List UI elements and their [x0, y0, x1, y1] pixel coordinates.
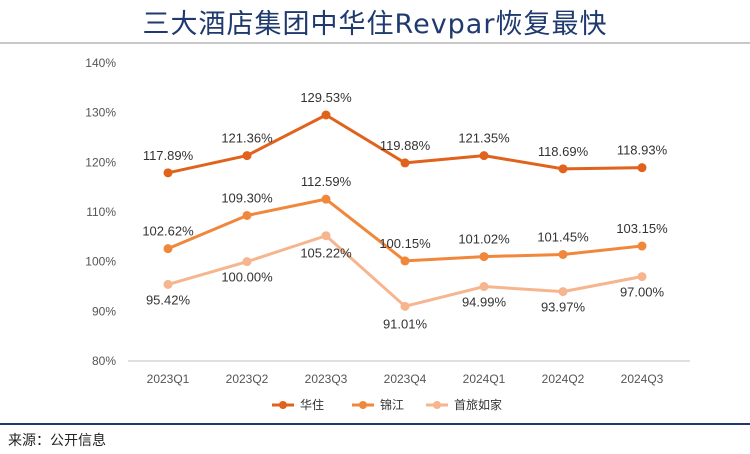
legend-marker — [359, 401, 367, 409]
series-layer — [163, 110, 647, 311]
data-label: 121.35% — [458, 131, 510, 146]
data-label: 112.59% — [301, 174, 352, 189]
data-point — [479, 252, 489, 262]
data-label: 100.15% — [379, 236, 431, 251]
data-label: 118.93% — [617, 143, 668, 158]
legend-label: 首旅如家 — [454, 397, 502, 412]
data-label: 118.69% — [538, 144, 589, 159]
footer-divider — [0, 423, 750, 425]
y-tick-label: 90% — [92, 304, 116, 318]
data-point — [558, 249, 568, 259]
data-label: 101.45% — [537, 229, 589, 244]
data-point — [400, 256, 410, 266]
data-point — [637, 163, 647, 173]
legend-marker — [279, 401, 287, 409]
y-axis: 80% 90% 100% 110% 120% 130% 140% — [85, 56, 116, 368]
data-label: 93.97% — [541, 300, 586, 315]
data-point — [400, 158, 410, 168]
data-label-layer: 117.89% 121.36% 129.53% 119.88% 121.35% 118.6… — [142, 90, 668, 331]
y-tick-label: 100% — [85, 255, 116, 269]
data-label: 95.42% — [146, 292, 191, 307]
data-point — [321, 231, 331, 241]
data-label: 101.02% — [458, 232, 510, 247]
data-label: 103.15% — [616, 221, 668, 236]
data-point — [242, 210, 252, 220]
data-label: 97.00% — [620, 285, 665, 300]
data-point — [558, 164, 568, 174]
data-label: 102.62% — [142, 224, 194, 239]
page-title: 三大酒店集团中华住Revpar恢复最快 — [142, 9, 608, 40]
data-label: 100.00% — [221, 270, 273, 285]
x-tick-label: 2023Q1 — [147, 372, 190, 386]
data-point — [321, 194, 331, 204]
data-label: 129.53% — [300, 90, 352, 105]
data-label: 121.36% — [221, 131, 273, 146]
y-tick-label: 110% — [86, 205, 116, 219]
legend-label: 华住 — [300, 398, 324, 412]
x-tick-label: 2024Q2 — [542, 372, 585, 386]
data-point — [400, 301, 410, 311]
data-label: 94.99% — [462, 295, 507, 310]
source-note: 来源：公开信息 — [8, 433, 106, 449]
data-point — [558, 287, 568, 297]
data-point — [479, 151, 489, 161]
data-point — [637, 272, 647, 282]
data-point — [163, 244, 173, 254]
legend-marker — [433, 401, 441, 409]
data-point — [637, 241, 647, 251]
y-tick-label: 120% — [85, 155, 116, 169]
x-tick-label: 2023Q3 — [305, 372, 348, 386]
data-point — [163, 279, 173, 289]
data-point — [242, 151, 252, 161]
data-label: 119.88% — [380, 138, 431, 153]
x-tick-label: 2024Q3 — [621, 372, 664, 386]
revpar-line-chart: 80%90%100%110%120%130%140% 2023Q1 2023Q2 2… — [85, 56, 690, 412]
data-point — [163, 168, 173, 178]
title-divider — [0, 42, 750, 44]
x-tick-label: 2023Q4 — [384, 372, 427, 386]
x-axis: 2023Q1 2023Q2 2023Q3 2023Q4 2024Q1 2024Q2 2024… — [128, 360, 690, 386]
y-tick-label: 130% — [85, 106, 116, 120]
x-tick-label: 2024Q1 — [463, 372, 506, 386]
data-label: 105.22% — [300, 246, 352, 261]
data-label: 117.89% — [143, 148, 194, 163]
y-tick-label: 140% — [85, 56, 116, 70]
data-label: 109.30% — [221, 190, 273, 205]
x-tick-label: 2023Q2 — [226, 372, 269, 386]
data-point — [242, 257, 252, 267]
data-point — [479, 282, 489, 292]
data-label: 91.01% — [383, 316, 428, 331]
data-point — [321, 110, 331, 120]
legend-label: 锦江 — [380, 398, 404, 412]
legend: 华住 锦江 首旅如家 — [272, 397, 502, 412]
y-tick-label: 80% — [92, 354, 116, 368]
